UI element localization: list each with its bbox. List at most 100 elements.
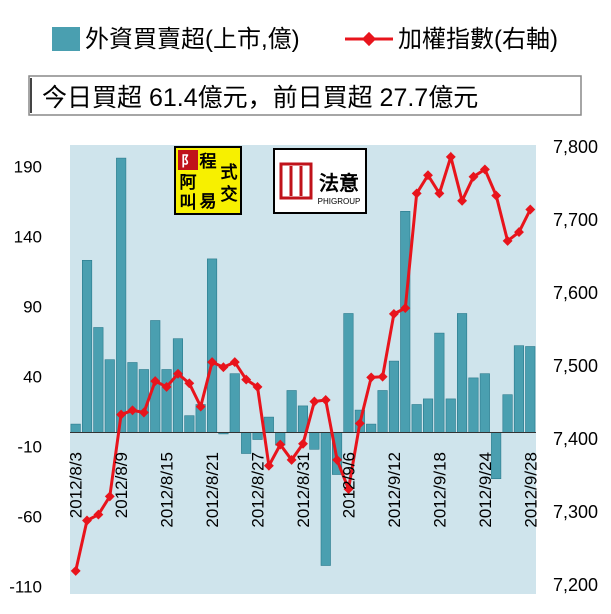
index-point bbox=[138, 407, 149, 418]
bar bbox=[513, 345, 525, 433]
index-point bbox=[309, 396, 320, 407]
bar bbox=[388, 360, 400, 433]
index-point bbox=[468, 171, 479, 182]
index-point bbox=[366, 372, 377, 383]
index-point bbox=[127, 405, 138, 416]
y-left-tick-label: 90 bbox=[23, 298, 42, 317]
index-point bbox=[82, 515, 92, 526]
y-right-tick-label: 7,200 bbox=[553, 575, 598, 595]
x-axis: 2012/8/3 2012/8/9 2012/8/15 2012/8/21 2012/8… bbox=[67, 452, 541, 528]
y-left-tick-label: 140 bbox=[14, 228, 42, 247]
bar bbox=[161, 369, 172, 433]
logo-mark-icon bbox=[178, 150, 198, 170]
index-point bbox=[286, 454, 297, 465]
bar bbox=[241, 432, 252, 454]
bar bbox=[400, 211, 411, 433]
logo1-char: 阿 bbox=[180, 173, 197, 192]
index-point bbox=[525, 204, 536, 215]
index-point bbox=[150, 376, 161, 387]
bar bbox=[445, 398, 456, 433]
index-point bbox=[514, 227, 524, 238]
index-point bbox=[502, 235, 513, 246]
x-tick-label: 2012/9/6 bbox=[340, 452, 359, 518]
bar bbox=[82, 259, 93, 433]
logo-program-trade: 阝 阿 叫 程 式 易 交 bbox=[174, 146, 242, 215]
phigroup-mark-icon bbox=[279, 162, 313, 200]
index-point bbox=[229, 357, 240, 368]
index-point bbox=[411, 188, 422, 199]
index-point bbox=[70, 565, 81, 576]
index-point bbox=[263, 460, 274, 471]
legend-bar-swatch bbox=[52, 27, 80, 51]
logo1-char: 程 bbox=[200, 152, 217, 171]
logo-phigroup: 法意 PHIGROUP bbox=[273, 148, 367, 214]
bar bbox=[127, 362, 138, 433]
x-tick-label: 2012/9/24 bbox=[476, 452, 495, 528]
index-point bbox=[479, 164, 490, 175]
y-left-tick-label: 40 bbox=[23, 368, 42, 387]
svg-text:阝: 阝 bbox=[181, 153, 195, 169]
bar bbox=[207, 258, 218, 433]
index-point bbox=[388, 308, 399, 319]
y-left-tick-label: -60 bbox=[17, 508, 42, 527]
bar-series bbox=[70, 157, 536, 566]
bar bbox=[525, 346, 536, 433]
index-point bbox=[445, 151, 456, 162]
bar bbox=[229, 373, 240, 433]
y-right-tick-label: 7,400 bbox=[553, 429, 598, 449]
bar bbox=[502, 394, 513, 433]
logo1-char: 叫 bbox=[180, 193, 197, 212]
y-left-tick-label: -10 bbox=[17, 438, 42, 457]
bar bbox=[411, 404, 422, 433]
index-point bbox=[400, 303, 411, 314]
phigroup-title: 法意 bbox=[319, 171, 359, 195]
index-point bbox=[161, 381, 172, 392]
index-point bbox=[457, 195, 468, 206]
bar bbox=[377, 390, 388, 433]
legend-line-marker bbox=[361, 31, 377, 47]
phigroup-sub: PHIGROUP bbox=[318, 197, 361, 206]
x-tick-label: 2012/9/28 bbox=[521, 452, 540, 528]
index-markers bbox=[70, 151, 536, 576]
bar bbox=[343, 313, 354, 433]
bar bbox=[116, 157, 127, 433]
x-tick-label: 2012/8/3 bbox=[67, 452, 86, 518]
bar bbox=[93, 327, 104, 433]
bar bbox=[479, 373, 490, 433]
bar bbox=[263, 416, 274, 433]
bar bbox=[456, 313, 468, 433]
x-tick-label: 2012/8/9 bbox=[112, 452, 131, 518]
index-point bbox=[207, 357, 218, 368]
y-right-tick-label: 7,300 bbox=[553, 502, 598, 522]
y-right-tick-label: 7,500 bbox=[553, 356, 598, 376]
bar bbox=[70, 423, 81, 433]
y-left-tick-label: -110 bbox=[9, 578, 42, 597]
index-point bbox=[195, 401, 206, 412]
legend: 外資買賣超(上市,億) 加權指數(右軸) bbox=[52, 26, 558, 53]
index-point bbox=[184, 378, 195, 389]
x-tick-label: 2012/8/27 bbox=[249, 452, 268, 528]
summary-box: 今日買超 61.4億元，前日買超 27.7億元 bbox=[28, 75, 582, 116]
bar bbox=[184, 415, 195, 433]
x-tick-label: 2012/9/18 bbox=[430, 452, 449, 528]
x-tick-label: 2012/8/21 bbox=[203, 452, 222, 528]
index-point bbox=[434, 188, 445, 199]
index-point bbox=[377, 371, 388, 382]
y-right-tick-label: 7,600 bbox=[553, 283, 598, 303]
y-left-axis: -110 -60 -10 40 90 140 190 bbox=[9, 158, 42, 597]
index-point bbox=[173, 368, 183, 379]
bar bbox=[422, 398, 434, 433]
index-point bbox=[343, 484, 354, 495]
y-right-tick-label: 7,700 bbox=[553, 210, 598, 230]
index-point bbox=[320, 395, 331, 405]
logo1-char: 式 bbox=[221, 162, 238, 182]
bar bbox=[286, 390, 297, 433]
x-tick-label: 2012/8/15 bbox=[158, 452, 177, 528]
summary-text: 今日買超 61.4億元，前日買超 27.7億元 bbox=[42, 84, 478, 112]
bar bbox=[172, 338, 183, 433]
bar bbox=[468, 377, 479, 433]
index-point bbox=[218, 362, 229, 373]
index-point bbox=[298, 438, 308, 449]
index-point bbox=[241, 374, 252, 385]
